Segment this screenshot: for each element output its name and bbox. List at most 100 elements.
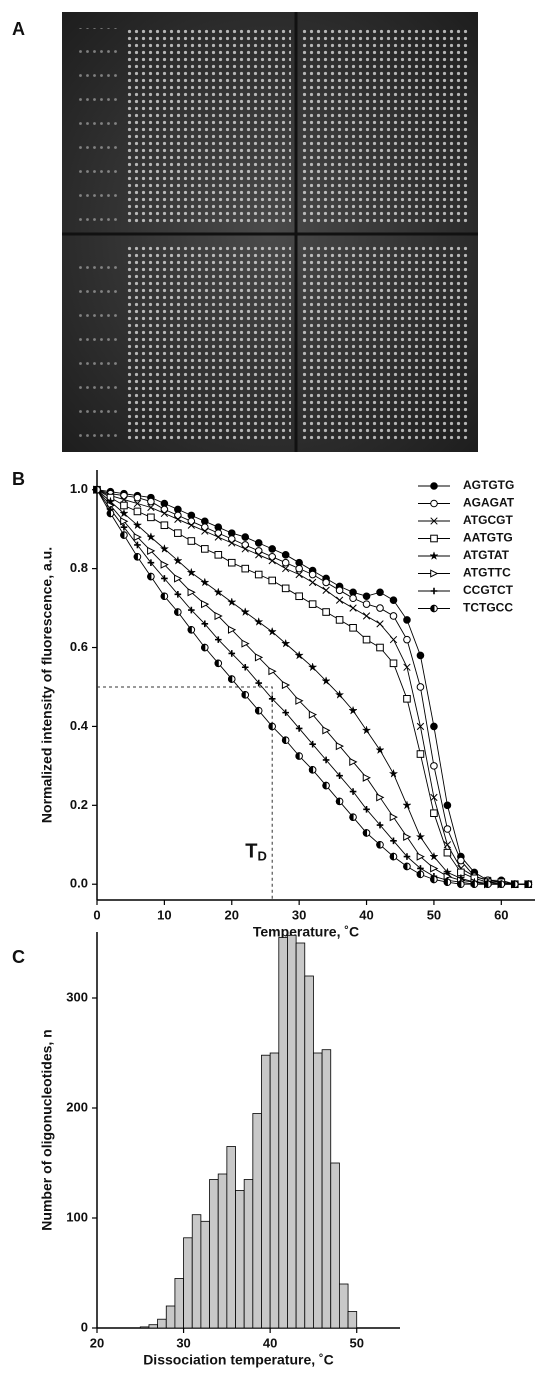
marker xyxy=(241,533,250,541)
marker-part xyxy=(389,813,398,822)
marker-part xyxy=(133,493,142,502)
marker-part xyxy=(253,616,264,626)
marker xyxy=(416,651,425,660)
marker xyxy=(335,586,344,595)
marker xyxy=(443,825,452,833)
marker xyxy=(106,509,115,518)
marker-part xyxy=(201,545,209,553)
legend-marker xyxy=(430,569,439,578)
legend-marker xyxy=(430,587,438,595)
marker-part xyxy=(295,592,303,601)
x-tick-label: 0 xyxy=(93,907,100,922)
marker xyxy=(309,740,316,748)
marker-part xyxy=(363,805,370,813)
marker xyxy=(308,710,318,719)
marker xyxy=(214,611,223,621)
legend-marker xyxy=(430,499,438,508)
marker-part xyxy=(389,596,398,604)
marker xyxy=(403,853,411,860)
marker xyxy=(282,709,289,716)
marker-part xyxy=(349,813,354,821)
bar xyxy=(313,1052,323,1329)
marker xyxy=(254,653,264,662)
marker xyxy=(227,558,236,567)
bar xyxy=(200,1220,210,1329)
legend-label: TCTGCC xyxy=(463,601,513,615)
marker xyxy=(389,659,398,668)
marker-part xyxy=(430,809,438,818)
marker-part xyxy=(430,762,438,770)
marker xyxy=(201,545,209,553)
marker-part xyxy=(295,696,304,705)
marker-part xyxy=(362,592,371,601)
marker-part xyxy=(442,867,453,877)
marker-part xyxy=(268,576,276,585)
bar xyxy=(321,1049,332,1329)
marker-part xyxy=(430,875,435,884)
marker xyxy=(376,620,384,628)
marker-part xyxy=(362,829,368,837)
marker-part xyxy=(349,788,357,795)
marker xyxy=(132,520,143,530)
marker xyxy=(308,570,317,579)
marker xyxy=(403,695,411,703)
marker-part xyxy=(187,537,196,545)
marker-part xyxy=(416,852,425,861)
marker-part xyxy=(147,546,156,555)
marker-part xyxy=(403,832,412,841)
y-tick-label: 0 xyxy=(81,1319,88,1334)
x-tick-label: 50 xyxy=(349,1335,363,1350)
y-tick-label: 0.8 xyxy=(70,560,88,575)
marker xyxy=(403,616,411,624)
y-tick-label: 200 xyxy=(66,1099,88,1114)
x-tick-label: 10 xyxy=(157,907,171,922)
marker xyxy=(280,638,291,648)
marker-part xyxy=(335,596,344,604)
x-tick-label: 40 xyxy=(263,1335,277,1350)
marker xyxy=(403,635,411,644)
marker xyxy=(322,726,331,735)
marker-part xyxy=(402,800,412,810)
marker-part xyxy=(254,653,264,662)
marker-part xyxy=(362,612,371,620)
marker-part xyxy=(375,745,385,755)
marker-part xyxy=(120,531,125,539)
marker xyxy=(187,521,195,529)
marker-part xyxy=(430,569,439,578)
marker xyxy=(147,503,155,512)
marker xyxy=(308,766,317,774)
marker-part xyxy=(268,545,277,553)
marker-part xyxy=(159,543,170,553)
marker xyxy=(389,813,398,822)
marker xyxy=(159,543,170,553)
marker-part xyxy=(161,575,168,582)
marker-part xyxy=(335,742,345,751)
marker xyxy=(336,772,343,780)
marker-part xyxy=(389,635,398,644)
bar xyxy=(174,1278,184,1329)
marker xyxy=(295,592,303,601)
marker xyxy=(335,742,345,751)
legend-marker xyxy=(430,534,438,543)
marker xyxy=(322,756,330,764)
marker xyxy=(282,564,290,573)
marker-part xyxy=(443,848,452,857)
marker xyxy=(254,570,263,579)
marker xyxy=(228,650,236,657)
marker xyxy=(174,574,183,583)
marker xyxy=(430,875,438,884)
marker-part xyxy=(281,584,290,593)
marker-part xyxy=(322,726,331,735)
marker xyxy=(443,848,452,857)
marker xyxy=(133,493,142,502)
marker xyxy=(403,862,411,871)
panel-label: A xyxy=(12,19,25,39)
y-axis-label: Number of oligonucleotides, n xyxy=(39,1029,55,1230)
marker xyxy=(390,837,397,845)
marker-part xyxy=(188,606,195,614)
marker-part xyxy=(281,736,287,745)
marker-part xyxy=(134,541,141,549)
marker xyxy=(174,608,182,616)
marker-part xyxy=(376,604,384,612)
